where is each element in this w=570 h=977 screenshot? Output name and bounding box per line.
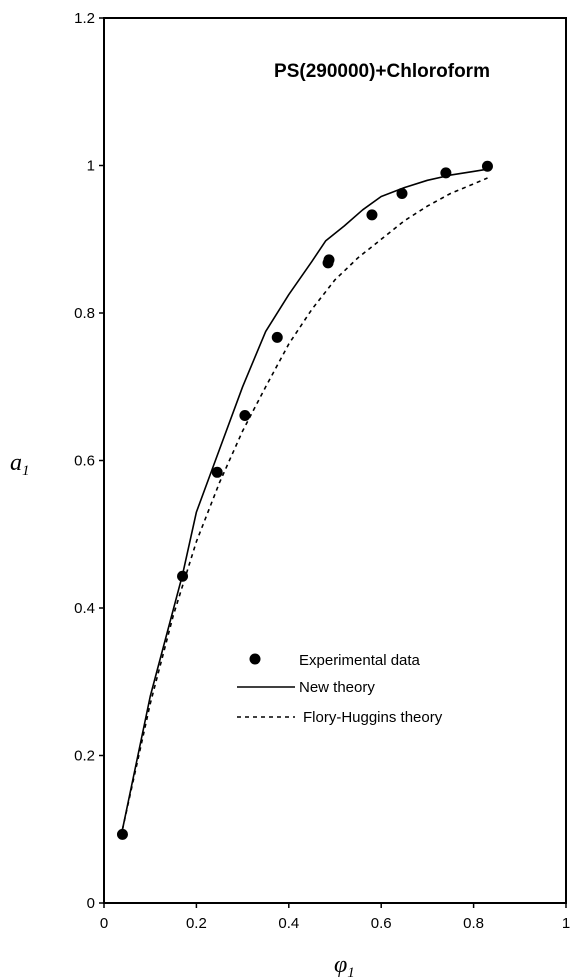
y-tick-label: 0.4 bbox=[74, 600, 95, 617]
y-tick-label: 0.2 bbox=[74, 748, 95, 765]
data-point-experimental bbox=[440, 167, 452, 179]
x-tick-label: 0 bbox=[100, 915, 108, 932]
data-point-experimental bbox=[323, 254, 335, 266]
series-line-new-theory bbox=[121, 168, 488, 830]
x-axis-label: φ1 bbox=[334, 952, 355, 977]
series-line-flory-huggins bbox=[121, 177, 488, 830]
x-tick-label: 0.4 bbox=[278, 915, 299, 932]
plot-frame bbox=[103, 17, 567, 904]
legend-label-new-theory: New theory bbox=[299, 679, 375, 696]
x-tick-label: 0.6 bbox=[371, 915, 392, 932]
x-tick-label: 1 bbox=[562, 915, 570, 932]
y-tick-label: 1.2 bbox=[74, 10, 95, 27]
y-tick-label: 0.8 bbox=[74, 305, 95, 322]
data-point-experimental bbox=[396, 188, 408, 200]
legend-marker-experimental bbox=[249, 653, 261, 665]
x-axis: 0 0.2 0.4 0.6 0.8 1 bbox=[100, 903, 570, 932]
chart-title: PS(290000)+Chloroform bbox=[274, 61, 490, 82]
data-point-experimental bbox=[239, 410, 251, 422]
y-axis-label: a1 bbox=[10, 450, 30, 479]
data-point-experimental bbox=[116, 828, 128, 840]
y-tick-label: 0 bbox=[87, 895, 95, 912]
legend-label-flory-huggins: Flory-Huggins theory bbox=[303, 709, 443, 726]
legend-label-experimental: Experimental data bbox=[299, 652, 421, 669]
series-lines bbox=[121, 168, 488, 830]
data-point-experimental bbox=[271, 331, 283, 343]
y-axis: 0 0.2 0.4 0.6 0.8 1 1.2 bbox=[74, 10, 104, 912]
data-point-experimental bbox=[177, 570, 189, 582]
data-point-experimental bbox=[211, 466, 223, 478]
x-axis-subscript: 1 bbox=[347, 965, 355, 977]
data-point-experimental bbox=[481, 160, 493, 172]
x-axis-symbol: φ bbox=[334, 952, 347, 977]
series-points bbox=[116, 160, 493, 840]
y-tick-label: 0.6 bbox=[74, 453, 95, 470]
y-axis-symbol: a bbox=[10, 450, 22, 476]
x-tick-label: 0.8 bbox=[463, 915, 484, 932]
data-point-experimental bbox=[366, 209, 378, 221]
y-axis-subscript: 1 bbox=[22, 463, 30, 479]
legend: Experimental data New theory Flory-Huggi… bbox=[237, 652, 443, 726]
x-tick-label: 0.2 bbox=[186, 915, 207, 932]
y-tick-label: 1 bbox=[87, 158, 95, 175]
